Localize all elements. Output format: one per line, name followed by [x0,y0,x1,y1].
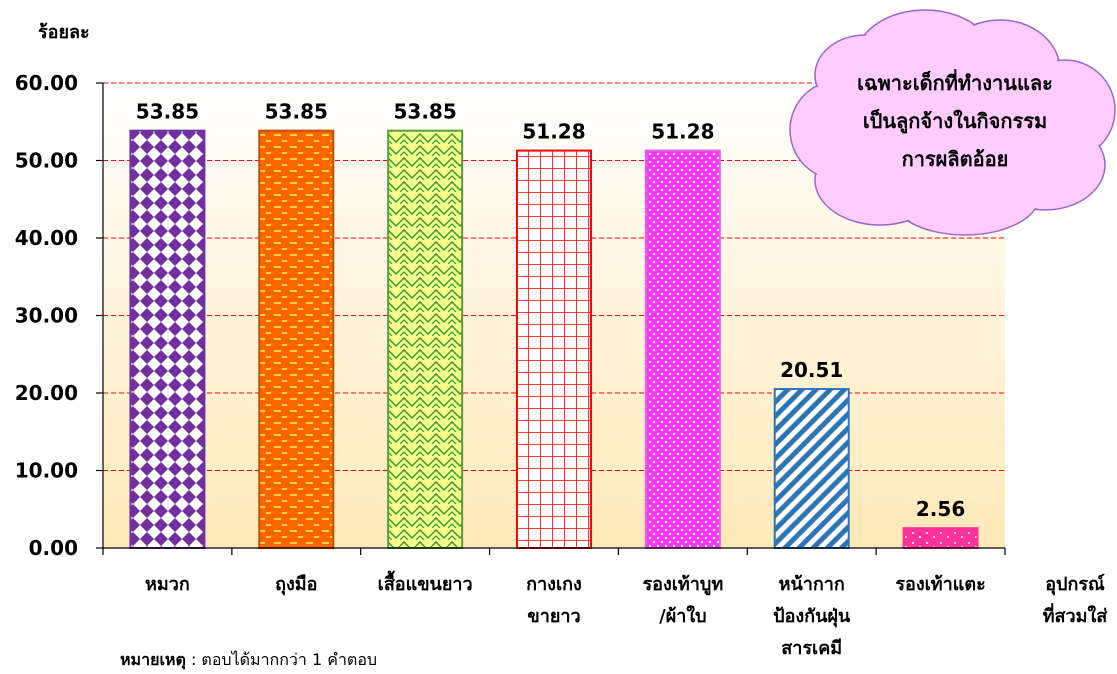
y-axis-title: ร้อยละ [38,22,90,43]
y-tick-label: 20.00 [15,381,78,405]
footnote-text: : ตอบได้มากกว่า 1 คำตอบ [185,650,378,669]
data-label: 51.28 [651,120,714,144]
x-tick-label: รองเท้าบูท/ผ้าใบ [643,574,724,627]
footnote: หมายเหตุ : ตอบได้มากกว่า 1 คำตอบ [120,648,377,673]
bar [129,129,206,549]
data-label: 53.85 [394,100,457,124]
x-tick-label: เสื้อแขนยาว [378,570,473,595]
y-tick-label: 10.00 [15,459,78,483]
x-axis-title: อุปกรณ์ที่สวมใส่ [1043,573,1109,627]
y-tick-label: 30.00 [15,304,78,328]
annotation-cloud [789,9,1116,236]
x-tick-label: รองเท้าแตะ [895,574,985,595]
y-tick-label: 50.00 [15,149,78,173]
data-label: 53.85 [265,100,328,124]
bar [644,149,721,550]
x-tick-label: หมวก [145,574,190,595]
bar [773,388,850,549]
bar [258,129,335,549]
footnote-label: หมายเหตุ [120,650,186,669]
data-label: 53.85 [136,100,199,124]
bar [516,149,592,550]
data-label: 20.51 [780,358,843,382]
bar [902,527,979,549]
data-label: 2.56 [916,497,965,521]
x-tick-label: ถุงมือ [275,574,317,596]
y-tick-label: 0.00 [29,536,78,560]
bar [387,129,464,549]
x-tick-label: หน้ากากป้องกันฝุ่นสารเคมี [773,574,851,659]
annotation-text: เฉพาะเด็กที่ทำงานและเป็นลูกจ้างในกิจกรรม… [857,68,1053,171]
y-tick-label: 40.00 [15,226,78,250]
y-tick-label: 60.00 [15,71,78,95]
data-label: 51.28 [522,120,585,144]
x-tick-label: กางเกงขายาว [526,574,582,627]
